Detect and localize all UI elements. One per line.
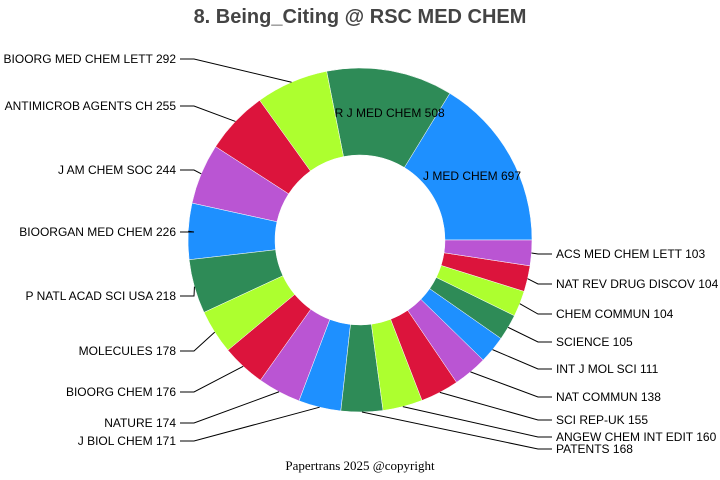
leader-line: [180, 286, 195, 297]
leader-line: [527, 278, 552, 285]
leader-line: [180, 105, 236, 122]
chart-title: 8. Being_Citing @ RSC MED CHEM: [193, 6, 527, 28]
slice-label: CHEM COMMUN 104: [556, 307, 674, 321]
slice-label: BIOORGAN MED CHEM 226: [19, 225, 176, 239]
slice-j-med-chem[interactable]: [404, 92, 533, 241]
slice-label: PATENTS 168: [556, 442, 633, 456]
copyright-footer: Papertrans 2025 @copyright: [285, 458, 435, 473]
leader-line: [180, 58, 292, 83]
slice-label: J BIOL CHEM 171: [78, 434, 177, 448]
slice-label: MOLECULES 178: [79, 344, 177, 358]
leader-line: [361, 411, 552, 450]
leader-line: [439, 391, 552, 421]
leader-line: [470, 371, 552, 398]
slice-label: NATURE 174: [104, 416, 176, 430]
leader-line: [531, 252, 552, 255]
leader-line: [492, 349, 552, 370]
leader-line: [180, 406, 320, 442]
slice-label: ACS MED CHEM LETT 103: [556, 247, 705, 261]
slice-label: ANTIMICROB AGENTS CH 255: [5, 99, 177, 113]
slice-label: SCI REP-UK 155: [556, 413, 648, 427]
slice-label: NAT COMMUN 138: [556, 390, 661, 404]
slice-label: NAT REV DRUG DISCOV 104: [556, 277, 719, 291]
slice-label: J MED CHEM 697: [423, 169, 521, 183]
slice-label: EUR J MED CHEM 508: [318, 106, 445, 120]
slice-label: J AM CHEM SOC 244: [58, 163, 176, 177]
leader-line: [180, 331, 216, 352]
leader-line: [180, 391, 280, 424]
slice-acs-med-chem-lett[interactable]: [443, 239, 533, 267]
leader-line: [402, 406, 552, 438]
leader-line: [507, 326, 552, 343]
slice-label: P NATL ACAD SCI USA 218: [25, 289, 176, 303]
slice-label: BIOORG CHEM 176: [66, 385, 176, 399]
slice-label: SCIENCE 105: [556, 335, 633, 349]
leader-line: [519, 303, 552, 315]
leader-line: [180, 230, 195, 233]
slice-label: ANGEW CHEM INT EDIT 160: [556, 430, 717, 444]
slice-label: BIOORG MED CHEM LETT 292: [4, 52, 177, 66]
leader-line: [180, 169, 202, 175]
leader-line: [180, 365, 244, 393]
slice-label: INT J MOL SCI 111: [556, 362, 659, 376]
